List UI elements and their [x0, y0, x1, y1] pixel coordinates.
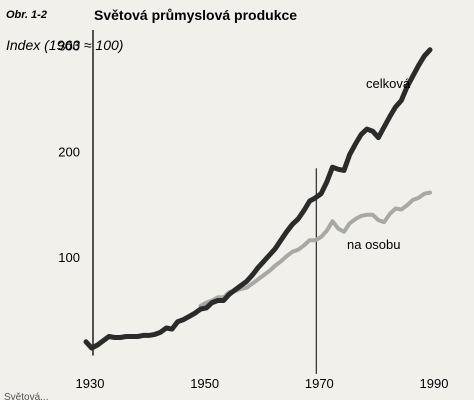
chart-title: Světová průmyslová produkce [94, 7, 297, 23]
series-label-na-osobu: na osobu [347, 237, 401, 252]
caption-fragment: Světová... [4, 392, 48, 400]
y-axis-label: Index (1963 ≈ 100) [6, 37, 123, 53]
x-tick-label: 1930 [76, 376, 105, 391]
x-tick-label: 1990 [420, 376, 449, 391]
y-tick-label: 200 [58, 144, 80, 159]
x-tick-label: 1950 [190, 376, 219, 391]
series-line-celkova [83, 47, 433, 351]
x-axis-ticks: 1930 1950 1970 1990 [76, 376, 449, 391]
y-tick-label: 300 [58, 39, 80, 54]
series-label-celkova: celková [366, 76, 411, 91]
x-tick-label: 1970 [305, 376, 334, 391]
series-layer [83, 47, 433, 351]
y-axis-ticks: 100 200 300 [58, 39, 80, 266]
y-tick-label: 100 [58, 250, 80, 265]
figure-label: Obr. 1-2 [6, 9, 47, 21]
